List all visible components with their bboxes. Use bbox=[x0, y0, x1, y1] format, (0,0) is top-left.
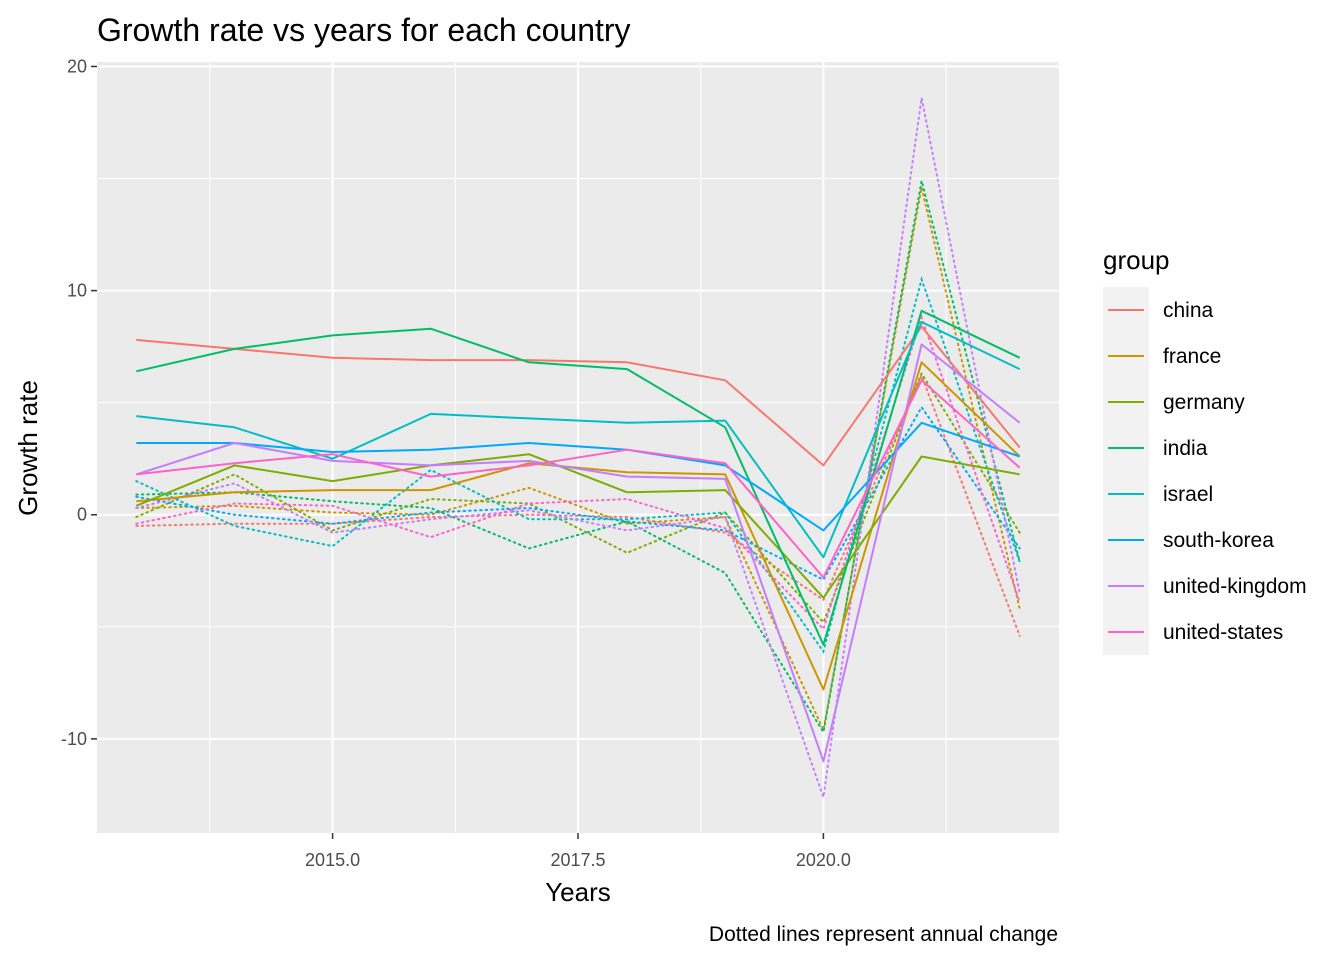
legend-label-china: china bbox=[1163, 299, 1214, 322]
chart-caption: Dotted lines represent annual change bbox=[709, 923, 1058, 946]
series-line-annual-change-germany bbox=[135, 371, 1021, 625]
x-tick-label: 2015.0 bbox=[305, 850, 360, 870]
series-line-annual-change-china bbox=[135, 373, 1021, 637]
y-tick-label: 10 bbox=[67, 281, 87, 301]
series-line-annual-change-india bbox=[135, 180, 1021, 735]
series-line-annual-change-south-korea bbox=[135, 405, 1021, 582]
grid-major bbox=[97, 62, 1059, 833]
y-tick-label: -10 bbox=[61, 729, 87, 749]
series-line-annual-change-united-kingdom bbox=[135, 97, 1021, 798]
series-line-annual-change-israel bbox=[135, 275, 1021, 654]
series-line-growth-united-states bbox=[136, 379, 1021, 579]
series-line-growth-israel bbox=[136, 321, 1021, 559]
legend-label-israel: israel bbox=[1163, 483, 1213, 506]
legend-label-germany: germany bbox=[1163, 391, 1245, 414]
legend: china france germany india israel south-korea… bbox=[1103, 287, 1307, 655]
y-tick-label: 20 bbox=[67, 56, 87, 76]
y-tick-label: 0 bbox=[77, 505, 87, 525]
legend-label-united-kingdom: united-kingdom bbox=[1163, 575, 1307, 598]
chart-title: Growth rate vs years for each country bbox=[97, 12, 631, 48]
x-axis: 2015.0 2017.5 2020.0 bbox=[305, 833, 851, 870]
x-tick-label: 2020.0 bbox=[796, 850, 851, 870]
series-line-annual-change-united-states bbox=[135, 314, 1021, 631]
y-axis: -10 0 10 20 bbox=[61, 56, 97, 749]
legend-title: group bbox=[1103, 245, 1170, 275]
annual-change-lines bbox=[135, 97, 1021, 798]
legend-label-france: france bbox=[1163, 345, 1221, 368]
legend-label-south-korea: south-korea bbox=[1163, 529, 1274, 552]
legend-label-united-states: united-states bbox=[1163, 621, 1283, 644]
x-axis-title: Years bbox=[545, 877, 611, 907]
growth-lines bbox=[135, 309, 1021, 763]
x-tick-label: 2017.5 bbox=[550, 850, 605, 870]
series-line-growth-china bbox=[136, 325, 1021, 467]
legend-label-india: india bbox=[1163, 437, 1208, 460]
series-line-growth-germany bbox=[135, 453, 1020, 599]
y-axis-title: Growth rate bbox=[13, 380, 43, 516]
series-line-growth-united-kingdom bbox=[135, 343, 1021, 763]
series-line-growth-south-korea bbox=[136, 421, 1021, 532]
legend-key-background bbox=[1103, 287, 1149, 655]
